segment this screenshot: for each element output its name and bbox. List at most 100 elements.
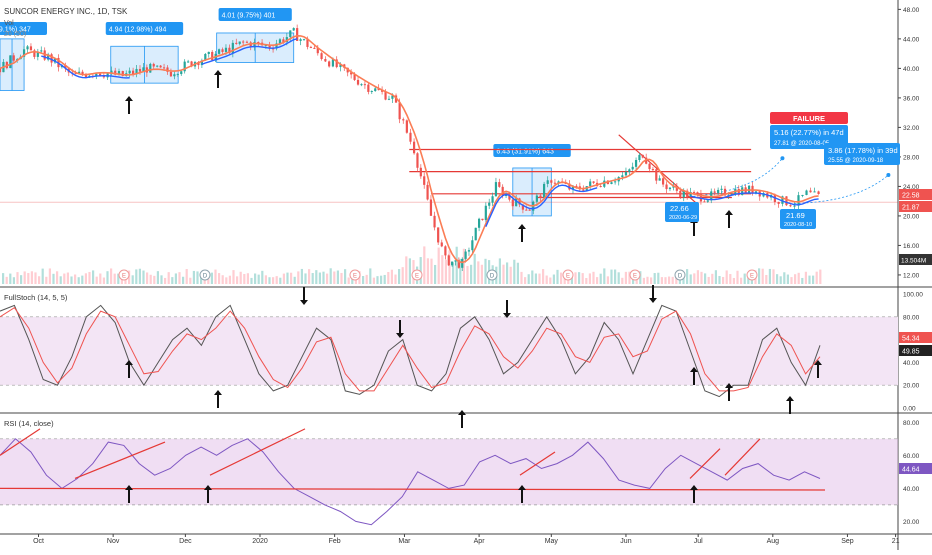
candle-body <box>477 218 481 228</box>
candle-body <box>324 59 327 62</box>
stoch-badge-1: 54.34 <box>899 332 932 343</box>
signal-average-line <box>485 184 598 227</box>
candle-body <box>264 45 267 47</box>
candle-body <box>785 196 788 206</box>
volume-bar <box>552 274 555 284</box>
volume-bar <box>106 271 109 284</box>
event-marker-e: E <box>349 269 361 281</box>
candle-body <box>467 250 471 252</box>
candle-body <box>381 90 384 92</box>
volume-bar <box>174 273 177 284</box>
arrow-head <box>214 390 222 395</box>
price-tick-label: 40.00 <box>903 66 920 73</box>
time-tick-label: Oct <box>33 538 44 545</box>
candle-body <box>53 57 57 63</box>
arrow-head <box>503 313 511 318</box>
volume-bar <box>2 273 5 284</box>
failure-label: FAILURE <box>770 112 848 124</box>
volume-bar <box>570 275 573 284</box>
rsi-line <box>0 438 821 526</box>
low1-line1: 22.66 <box>670 204 689 213</box>
arrow-head <box>300 300 308 305</box>
volume-bar <box>660 277 663 284</box>
candle-body <box>84 74 88 78</box>
candle-body <box>614 181 617 183</box>
time-tick-label: Apr <box>474 538 486 545</box>
candle-body <box>292 28 295 31</box>
volume-bar <box>153 275 156 284</box>
signal-average-line <box>690 192 819 206</box>
volume-bar <box>689 274 692 284</box>
volume-bar <box>333 271 336 284</box>
measure-box-label: 3.47 (9.1%) 347 <box>0 27 31 34</box>
volume-bar <box>383 274 386 284</box>
arrow-head <box>204 485 212 490</box>
volume-bar <box>621 277 624 284</box>
candle-body <box>166 67 169 72</box>
volume-bar <box>527 274 530 284</box>
volume-bar <box>95 276 98 284</box>
candle-body <box>423 176 426 185</box>
buy-signal-arrow <box>214 70 222 88</box>
candle-body <box>797 195 800 206</box>
volume-bar <box>207 277 210 284</box>
candle-body <box>437 227 440 243</box>
volume-bar <box>473 253 476 284</box>
candle-body <box>211 51 214 61</box>
volume-bar <box>362 275 365 284</box>
volume-bar <box>560 272 563 284</box>
event-marker-e: E <box>629 269 641 281</box>
rsi-trend-line <box>689 448 721 479</box>
volume-bar <box>668 276 671 284</box>
candle-body <box>257 41 260 43</box>
volume-bar <box>520 271 523 284</box>
candle-body <box>682 190 685 198</box>
rsi-badge: 44.64 <box>899 463 932 474</box>
volume-bar <box>599 273 602 284</box>
candle-body <box>299 39 302 41</box>
candle-body <box>356 79 360 85</box>
volume-bar <box>718 275 721 284</box>
candle-body <box>550 180 553 183</box>
event-marker-e: E <box>562 269 574 281</box>
candle-body <box>592 181 595 183</box>
candle-body <box>409 132 412 142</box>
volume-bar <box>16 272 19 284</box>
candle-body <box>95 73 98 77</box>
volume-bar <box>646 276 649 284</box>
stoch-title: FullStoch (14, 5, 5) <box>4 293 68 302</box>
rsi-title: RSI (14, close) <box>4 419 54 428</box>
proj1-line1: 5.16 (22.77%) in 47d <box>774 128 844 137</box>
candle-body <box>508 194 511 200</box>
buy-signal-arrow <box>786 396 794 414</box>
candle-body <box>331 59 335 67</box>
time-tick-label: 21 <box>892 538 900 545</box>
candle-body <box>518 198 521 205</box>
candle-body <box>316 47 319 54</box>
volume-bar <box>794 274 797 284</box>
measure-box: 4.94 (12.98%) 494 <box>105 22 184 84</box>
buy-signal-arrow <box>814 360 822 378</box>
event-marker-e: E <box>411 269 423 281</box>
price-badge-1: 22.58 <box>899 189 932 200</box>
stoch-band <box>0 316 898 386</box>
measure-box: 4.01 (9.75%) 401 <box>216 8 295 63</box>
time-tick-label: Mar <box>398 538 411 545</box>
buy-signal-arrow <box>125 485 133 503</box>
rsi-pane <box>0 428 898 526</box>
volume-bar <box>113 273 116 284</box>
volume-bar <box>448 250 451 284</box>
candle-body <box>672 186 675 188</box>
candle-body <box>521 204 525 210</box>
volume-bar <box>192 270 195 284</box>
rsi-trend-line <box>0 428 41 456</box>
signal-average-line <box>41 55 130 79</box>
candle-body <box>651 169 655 171</box>
volume-bar <box>639 271 642 284</box>
projection-curve <box>693 158 783 197</box>
volume-bar <box>776 274 779 284</box>
arrow-head <box>690 485 698 490</box>
time-tick-label: Aug <box>767 538 780 545</box>
volume-bar <box>167 272 170 284</box>
candle-body <box>723 188 727 196</box>
